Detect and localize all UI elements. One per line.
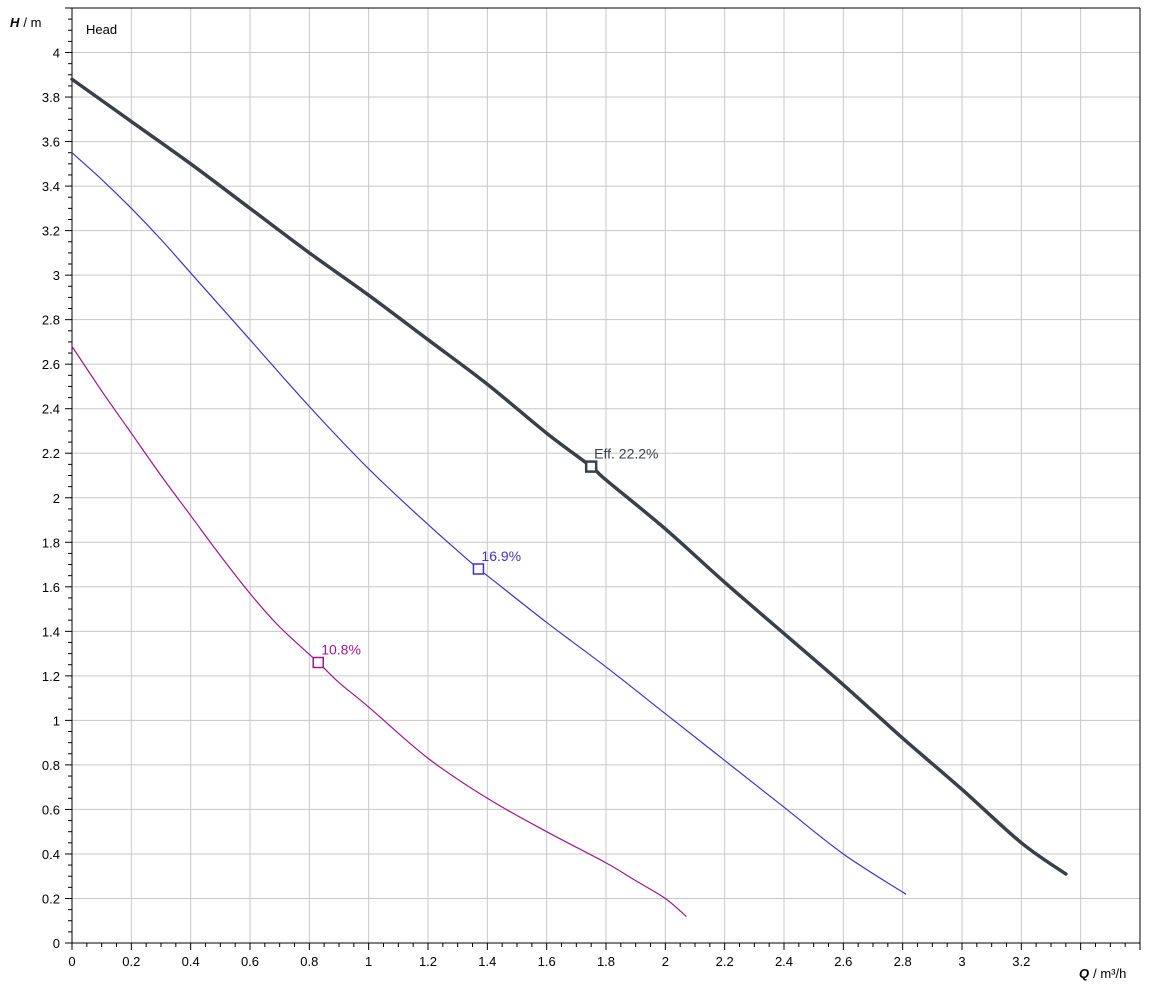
y-tick-label: 2.2	[42, 446, 60, 461]
y-tick-label: 3.4	[42, 179, 60, 194]
series-3: 10.8%	[71, 345, 687, 917]
series-group: Eff. 22.2% 16.9% 10.8%	[70, 77, 1068, 917]
x-tick-label: 2.8	[894, 954, 912, 969]
y-tick-label: 3	[53, 268, 60, 283]
y-tick-label: 3.8	[42, 90, 60, 105]
x-tick-label: 0	[68, 954, 75, 969]
x-axis-symbol: Q	[1079, 966, 1089, 981]
y-tick-label: 1.6	[42, 580, 60, 595]
y-axis-symbol: H	[10, 15, 20, 30]
x-tick-label: 1.2	[419, 954, 437, 969]
x-tick-label: 0.4	[182, 954, 200, 969]
y-tick-label: 1	[53, 713, 60, 728]
y-tick-label: 0.2	[42, 891, 60, 906]
y-tick-label: 0	[53, 936, 60, 951]
y-tick-label: 3.2	[42, 224, 60, 239]
x-tick-label: 0.2	[122, 954, 140, 969]
x-tick-label: 2.2	[716, 954, 734, 969]
x-tick-labels: 0 0.2 0.4 0.6 0.8 1 1.2 1.4 1.6 1.8 2 2.2 2.4 2.6 2.8 3…	[68, 954, 1030, 969]
x-tick-label: 3	[958, 954, 965, 969]
series-2: 16.9%	[71, 152, 907, 895]
x-tick-label: 1.4	[478, 954, 496, 969]
y-axis-label: H / m	[10, 15, 41, 30]
y-tick-label: 1.8	[42, 535, 60, 550]
y-tick-label: 0.6	[42, 802, 60, 817]
x-tick-label: 2.6	[834, 954, 852, 969]
series-marker	[584, 460, 598, 473]
series-marker	[312, 656, 324, 669]
x-axis-unit: / m³/h	[1093, 966, 1126, 981]
y-axis-unit: / m	[23, 15, 41, 30]
x-tick-label: 0.6	[241, 954, 259, 969]
series-1: Eff. 22.2%	[70, 77, 1068, 876]
y-tick-label: 2.4	[42, 402, 60, 417]
y-tick-label: 1.2	[42, 669, 60, 684]
y-tick-label: 2.8	[42, 313, 60, 328]
y-tick-label: 1.4	[42, 624, 60, 639]
series-line	[71, 152, 907, 895]
x-tick-label: 0.8	[300, 954, 318, 969]
axis-ticks	[65, 7, 1141, 950]
y-tick-label: 4	[53, 46, 60, 61]
series-label: Eff. 22.2%	[594, 446, 658, 462]
x-tick-label: 1.6	[538, 954, 556, 969]
y-tick-label: 3.6	[42, 135, 60, 150]
x-axis-label: Q / m³/h	[1079, 966, 1126, 981]
series-label: 10.8%	[321, 642, 361, 658]
x-tick-label: 1	[365, 954, 372, 969]
series-line	[71, 345, 687, 917]
y-tick-label: 2	[53, 491, 60, 506]
y-tick-label: 2.6	[42, 357, 60, 372]
series-label: 16.9%	[481, 548, 521, 564]
y-tick-label: 0.4	[42, 847, 60, 862]
x-tick-label: 3.2	[1012, 954, 1030, 969]
chart-title: Head	[86, 22, 117, 37]
grid	[72, 8, 1140, 943]
x-tick-label: 2	[662, 954, 669, 969]
y-tick-label: 0.8	[42, 758, 60, 773]
x-tick-label: 1.8	[597, 954, 615, 969]
x-tick-label: 2.4	[775, 954, 793, 969]
series-line	[70, 77, 1068, 876]
series-marker	[472, 563, 485, 575]
y-tick-labels: 0 0.2 0.4 0.6 0.8 1 1.2 1.4 1.6 1.8 2 2.2 2.4 2.6 2.8 3…	[42, 46, 60, 951]
